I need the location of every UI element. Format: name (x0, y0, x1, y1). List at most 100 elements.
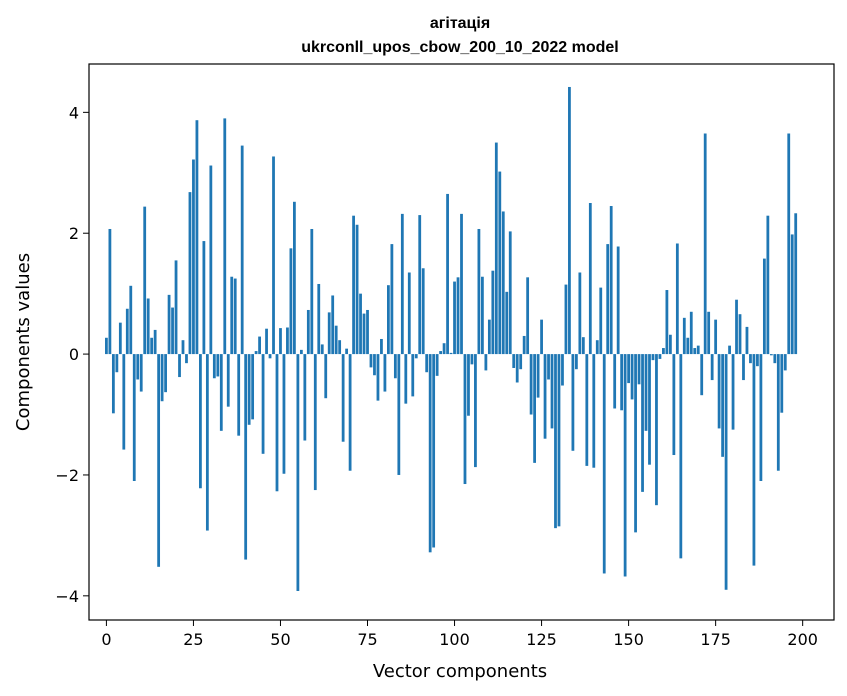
bar (453, 281, 456, 355)
bar (289, 248, 293, 355)
bar (668, 334, 672, 355)
bar (467, 354, 470, 416)
bar (588, 203, 592, 355)
bar (233, 278, 237, 355)
bar (630, 354, 634, 400)
x-tick-label: 50 (270, 630, 290, 649)
bar (783, 354, 787, 371)
bar (550, 354, 554, 429)
bar (216, 354, 220, 377)
bar (696, 345, 700, 355)
bar (578, 272, 582, 355)
bar (592, 354, 596, 468)
bar (595, 340, 599, 355)
x-tick-label: 200 (787, 630, 818, 649)
bar (522, 335, 526, 355)
bar (574, 354, 578, 370)
bar (700, 354, 704, 396)
y-axis-label: Components values (13, 253, 34, 431)
bar (254, 351, 258, 355)
bar (787, 133, 791, 355)
bar (693, 348, 697, 355)
bar (571, 354, 575, 451)
bar (623, 354, 627, 577)
bar (439, 351, 443, 355)
bar (331, 295, 335, 355)
bar (773, 354, 777, 364)
bar (446, 193, 449, 355)
bar (494, 142, 498, 355)
bar (345, 348, 349, 355)
bar (376, 354, 380, 401)
bar (505, 291, 509, 355)
bar (174, 260, 178, 355)
bar (400, 213, 404, 355)
bar (672, 354, 676, 456)
x-tick-label: 75 (357, 630, 377, 649)
bar (313, 354, 317, 491)
bar (432, 354, 436, 548)
bar (679, 354, 683, 559)
bar (425, 354, 429, 373)
bar (724, 354, 728, 590)
bar (404, 354, 408, 404)
bar (686, 337, 690, 355)
bar (749, 354, 752, 364)
bar (341, 354, 345, 442)
bar (776, 354, 780, 471)
bar (108, 228, 112, 355)
bar (721, 354, 724, 457)
bar (662, 348, 665, 355)
bar (703, 133, 707, 355)
bar (199, 354, 202, 489)
bar (306, 309, 310, 355)
bar (299, 349, 303, 355)
bar (568, 86, 571, 355)
bar (219, 354, 223, 431)
bar (286, 327, 289, 355)
bar (178, 354, 181, 378)
bar (707, 311, 711, 355)
bar (599, 287, 603, 355)
y-axis-ticks: −4 −2 0 2 4 (55, 103, 89, 606)
bar (373, 354, 376, 376)
bar (150, 337, 154, 355)
bar (491, 270, 495, 355)
bar (115, 354, 119, 373)
bar (529, 354, 533, 415)
bar (418, 215, 422, 355)
bar (188, 192, 192, 355)
bar (561, 354, 564, 386)
x-tick-label: 125 (526, 630, 557, 649)
x-tick-label: 150 (613, 630, 644, 649)
bar (756, 354, 759, 367)
bar (585, 354, 589, 466)
bar (258, 336, 261, 355)
bar (769, 354, 773, 356)
x-tick-label: 175 (700, 630, 731, 649)
bar (794, 213, 798, 355)
bar (790, 234, 794, 355)
bar (338, 340, 342, 355)
bar (762, 258, 766, 355)
bar (279, 328, 282, 355)
x-axis-label: Vector components (373, 661, 547, 682)
bar (515, 354, 519, 383)
bar (181, 340, 185, 355)
bar (637, 354, 641, 385)
bar (348, 354, 352, 471)
bar (359, 293, 362, 355)
bar (192, 159, 195, 355)
bar (129, 285, 133, 355)
bar (355, 224, 359, 355)
bar (397, 354, 401, 475)
bar (602, 354, 606, 574)
bar (334, 325, 338, 355)
bar (738, 314, 742, 355)
bar (481, 276, 484, 355)
bar (223, 118, 227, 355)
bar (735, 299, 738, 355)
bar (139, 354, 143, 392)
y-tick-label: −4 (55, 587, 79, 606)
bar (247, 354, 251, 425)
